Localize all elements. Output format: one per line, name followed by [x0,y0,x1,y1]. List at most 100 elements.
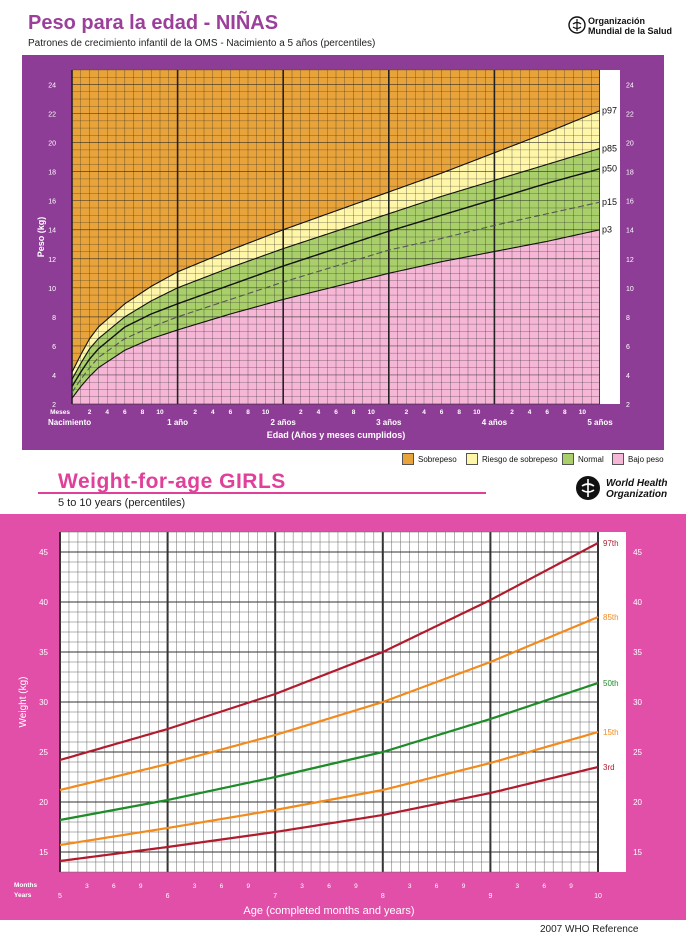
x-month-tick: 10 [368,409,376,416]
chart-subtitle-ninas: Patrones de crecimiento infantil de la O… [28,38,376,49]
percentile-label-85th: 85th [603,613,619,622]
x-month-tick: 4 [105,409,109,416]
y-tick-left-14: 14 [48,228,56,235]
percentile-label-p97: p97 [602,106,617,116]
y-tick-right-40: 40 [633,598,642,607]
y-tick-left-35: 35 [39,648,48,657]
chart-title-girls: Weight-for-age GIRLS [58,470,286,493]
percentile-label-p85: p85 [602,143,617,153]
x-month-tick: 9 [246,883,250,890]
y-tick-right-16: 16 [626,199,634,206]
oms-logo-line1: Organización [588,16,646,26]
percentile-line-p15 [71,201,601,393]
legend-item-normal: Normal [562,452,604,466]
y-tick-left-22: 22 [48,112,56,119]
x-month-tick: 6 [112,883,116,890]
percentile-label-strip [600,70,620,404]
x-year-tick-2: 2 años [271,418,297,427]
who-logo-line2: Organization [606,489,668,500]
x-month-tick: 6 [435,883,439,890]
x-month-tick: 6 [440,409,444,416]
y-tick-left-12: 12 [48,257,56,264]
title-underline [38,492,486,494]
x-month-tick: 6 [229,409,233,416]
y-tick-right-14: 14 [626,228,634,235]
x-month-tick: 3 [300,883,304,890]
legend-label-sobrepeso: Sobrepeso [418,454,457,464]
y-tick-left-2: 2 [52,402,56,409]
x-month-tick: 6 [327,883,331,890]
x-month-tick: 6 [542,883,546,890]
x-year-tick-7: 7 [273,893,277,900]
x-years-row-label: Years [14,892,32,899]
y-tick-right-10: 10 [626,286,634,293]
percentile-label-strip [598,532,626,872]
y-tick-right-24: 24 [626,83,634,90]
x-year-tick-9: 9 [488,893,492,900]
x-month-tick: 4 [422,409,426,416]
who-logo: World Health Organization [574,474,684,508]
y-tick-left-18: 18 [48,170,56,177]
x-month-tick: 9 [139,883,143,890]
y-tick-right-12: 12 [626,257,634,264]
y-tick-right-20: 20 [633,798,642,807]
x-month-tick: 9 [354,883,358,890]
percentile-line-p85 [71,147,601,380]
x-month-tick: 8 [563,409,567,416]
x-year-tick-8: 8 [381,893,385,900]
x-month-tick: 2 [299,409,303,416]
chart-subtitle-girls: 5 to 10 years (percentiles) [58,497,186,509]
x-month-tick: 6 [123,409,127,416]
y-tick-right-6: 6 [626,344,630,351]
x-month-tick: 3 [408,883,412,890]
x-month-tick: 2 [193,409,197,416]
percentile-line-97th [59,542,599,762]
x-month-tick: 9 [462,883,466,890]
y-tick-right-45: 45 [633,548,642,557]
y-tick-right-25: 25 [633,748,642,757]
y-tick-left-20: 20 [39,798,48,807]
percentile-line-p97 [71,110,601,373]
x-months-row-label: Months [14,882,37,889]
x-month-tick: 8 [352,409,356,416]
y-tick-left-40: 40 [39,598,48,607]
x-month-tick: 4 [317,409,321,416]
y-tick-left-25: 25 [39,748,48,757]
x-month-tick: 8 [141,409,145,416]
x-month-tick: 2 [88,409,92,416]
y-tick-right-15: 15 [633,848,642,857]
oms-logo-line2: Mundial de la Salud [588,26,673,36]
x-month-tick: 3 [85,883,89,890]
chart-title-ninas: Peso para la edad - NIÑAS [28,12,279,34]
y-axis-label: Peso (kg) [36,217,46,258]
percentile-label-15th: 15th [603,728,619,737]
x-year-tick-0: Nacimiento [48,418,91,427]
y-tick-right-18: 18 [626,170,634,177]
x-month-tick: 2 [405,409,409,416]
y-tick-left-30: 30 [39,698,48,707]
percentile-line-15th [59,730,599,847]
y-tick-right-22: 22 [626,112,634,119]
y-tick-left-24: 24 [48,83,56,90]
x-month-tick: 10 [156,409,164,416]
y-tick-left-15: 15 [39,848,48,857]
legend-item-sobrepeso: Sobrepeso [402,452,457,466]
x-month-tick: 8 [457,409,461,416]
x-axis-label: Age (completed months and years) [243,905,414,917]
y-tick-left-16: 16 [48,199,56,206]
x-year-tick-1: 1 año [167,418,188,427]
who-emblem-icon [576,476,600,500]
x-month-tick: 10 [473,409,481,416]
x-month-tick: 2 [510,409,514,416]
x-month-tick: 6 [220,883,224,890]
percentile-label-97th: 97th [603,539,619,548]
percentile-line-85th [59,615,599,792]
x-axis-label: Edad (Años y meses cumplidos) [267,430,406,440]
x-month-tick: 6 [545,409,549,416]
percentile-line-p3 [71,229,601,399]
y-tick-left-45: 45 [39,548,48,557]
x-month-tick: 6 [334,409,338,416]
percentile-label-p50: p50 [602,164,617,174]
